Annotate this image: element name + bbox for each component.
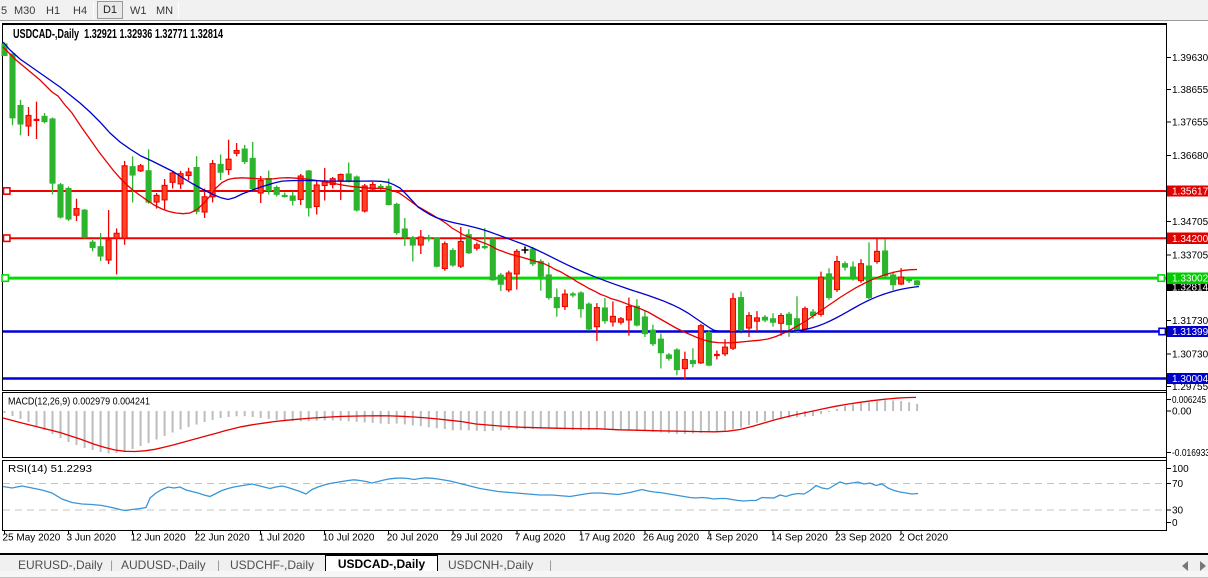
svg-text:17 Aug 2020: 17 Aug 2020 <box>579 533 636 544</box>
svg-text:1.33705: 1.33705 <box>1172 250 1208 261</box>
svg-text:1.31730: 1.31730 <box>1172 316 1208 327</box>
svg-text:14 Sep 2020: 14 Sep 2020 <box>771 533 828 544</box>
svg-text:1.34705: 1.34705 <box>1172 217 1208 228</box>
svg-text:1.39630: 1.39630 <box>1172 53 1208 64</box>
svg-text:1.34200: 1.34200 <box>1172 234 1208 245</box>
svg-text:1.38655: 1.38655 <box>1172 85 1208 96</box>
svg-text:100: 100 <box>1172 464 1189 475</box>
svg-text:1.32814: 1.32814 <box>1172 283 1208 294</box>
svg-text:26 Aug 2020: 26 Aug 2020 <box>643 533 700 544</box>
svg-text:1.33002: 1.33002 <box>1172 274 1208 285</box>
svg-text:1.29755: 1.29755 <box>1172 382 1208 393</box>
svg-text:4 Sep 2020: 4 Sep 2020 <box>707 533 759 544</box>
svg-text:70: 70 <box>1172 479 1184 490</box>
svg-text:10 Jul 2020: 10 Jul 2020 <box>323 533 375 544</box>
svg-text:1 Jul 2020: 1 Jul 2020 <box>259 533 306 544</box>
svg-text:20 Jul 2020: 20 Jul 2020 <box>387 533 439 544</box>
svg-text:RSI(14) 51.2293: RSI(14) 51.2293 <box>8 464 92 475</box>
svg-text:12 Jun 2020: 12 Jun 2020 <box>131 533 186 544</box>
svg-text:7 Aug 2020: 7 Aug 2020 <box>515 533 566 544</box>
svg-text:-0.016933: -0.016933 <box>1172 448 1208 459</box>
svg-text:2 Oct 2020: 2 Oct 2020 <box>899 533 948 544</box>
svg-text:1.30730: 1.30730 <box>1172 349 1208 360</box>
svg-text:29 Jul 2020: 29 Jul 2020 <box>451 533 503 544</box>
svg-text:MACD(12,26,9) 0.002979 0.00424: MACD(12,26,9) 0.002979 0.004241 <box>8 397 150 408</box>
svg-text:1.35617: 1.35617 <box>1172 187 1208 198</box>
svg-text:1.30004: 1.30004 <box>1172 374 1208 385</box>
svg-text:23 Sep 2020: 23 Sep 2020 <box>835 533 892 544</box>
svg-text:1.36680: 1.36680 <box>1172 151 1208 162</box>
svg-text:0: 0 <box>1172 518 1178 529</box>
svg-text:3 Jun 2020: 3 Jun 2020 <box>67 533 117 544</box>
svg-text:0.006245: 0.006245 <box>1172 395 1206 406</box>
svg-text:25 May 2020: 25 May 2020 <box>3 533 61 544</box>
svg-text:22 Jun 2020: 22 Jun 2020 <box>195 533 250 544</box>
svg-text:30: 30 <box>1172 506 1184 517</box>
svg-text:1.37655: 1.37655 <box>1172 118 1208 129</box>
svg-text:1.31399: 1.31399 <box>1172 327 1208 338</box>
svg-text:0.00: 0.00 <box>1172 407 1192 418</box>
svg-text:USDCAD-,Daily 1.32921 1.32936: USDCAD-,Daily 1.32921 1.32936 1.32771 1.… <box>13 26 224 41</box>
